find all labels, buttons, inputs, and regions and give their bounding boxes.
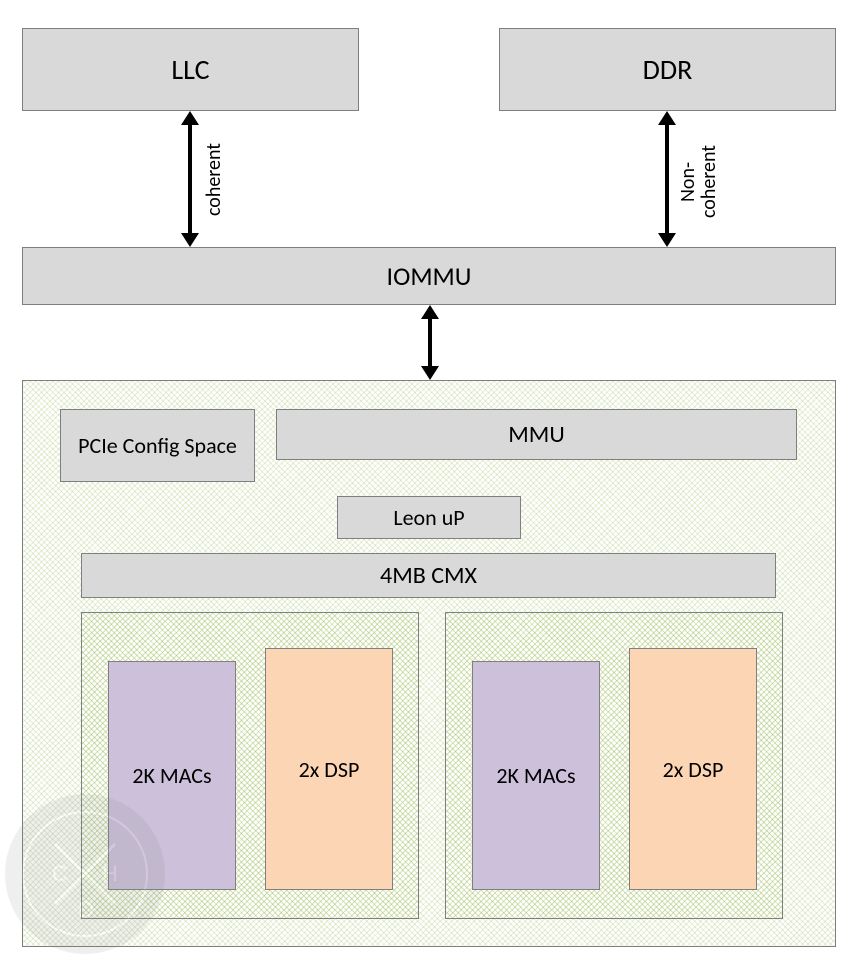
mmu-block: MMU [276,409,797,460]
leon-label: Leon uP [393,504,464,531]
llc-block: LLC [22,28,359,111]
edge-label-noncoherent: Non- coherent [678,123,720,241]
leon-block: Leon uP [337,496,521,539]
cmx-block: 4MB CMX [81,553,776,598]
iommu-label: IOMMU [387,260,472,292]
dsp-right-block: 2x DSP [629,648,757,890]
dsp-left-label: 2x DSP [299,756,360,783]
arrow-iommu-main [421,305,439,380]
macs-left-block: 2K MACs [108,661,236,890]
ddr-label: DDR [643,52,693,87]
llc-label: LLC [171,52,209,87]
edge-label-coherent: coherent [204,130,225,230]
arrow-llc-iommu [181,111,199,247]
dsp-right-label: 2x DSP [663,756,724,783]
arrow-ddr-iommu [658,111,676,247]
macs-right-block: 2K MACs [472,661,600,890]
macs-right-label: 2K MACs [496,762,575,789]
pcie-label: PCIe Config Space [78,433,237,458]
cmx-label: 4MB CMX [380,561,477,590]
dsp-left-block: 2x DSP [265,648,393,890]
pcie-config-block: PCIe Config Space [60,409,255,482]
iommu-block: IOMMU [22,247,836,305]
ddr-block: DDR [499,28,836,111]
macs-left-label: 2K MACs [132,762,211,789]
mmu-label: MMU [508,420,564,449]
